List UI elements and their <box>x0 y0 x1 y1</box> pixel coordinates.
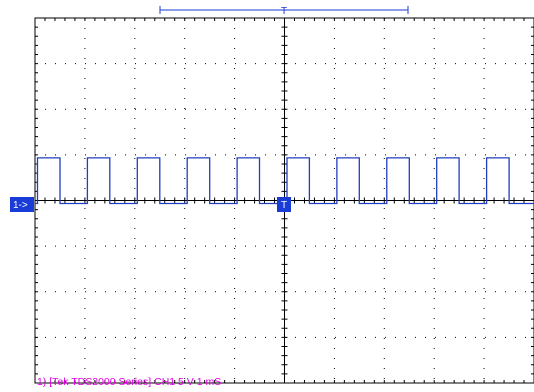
horizontal-position-bar[interactable]: T <box>159 6 409 17</box>
channel-1-marker-label: 1-> <box>13 200 28 211</box>
channel-1-marker-box <box>10 197 34 212</box>
channel-1-marker[interactable]: 1-> <box>10 197 34 212</box>
trigger-marker[interactable]: T <box>277 197 291 212</box>
trigger-marker-label: T <box>281 200 287 211</box>
channel-1-trace <box>35 157 534 205</box>
trigger-position-marker[interactable]: T <box>281 6 287 17</box>
trigger-marker-box <box>277 197 291 212</box>
status-text: 1) [Tek TDS2000 Series] CH1 5 V 1 mS <box>37 376 221 388</box>
